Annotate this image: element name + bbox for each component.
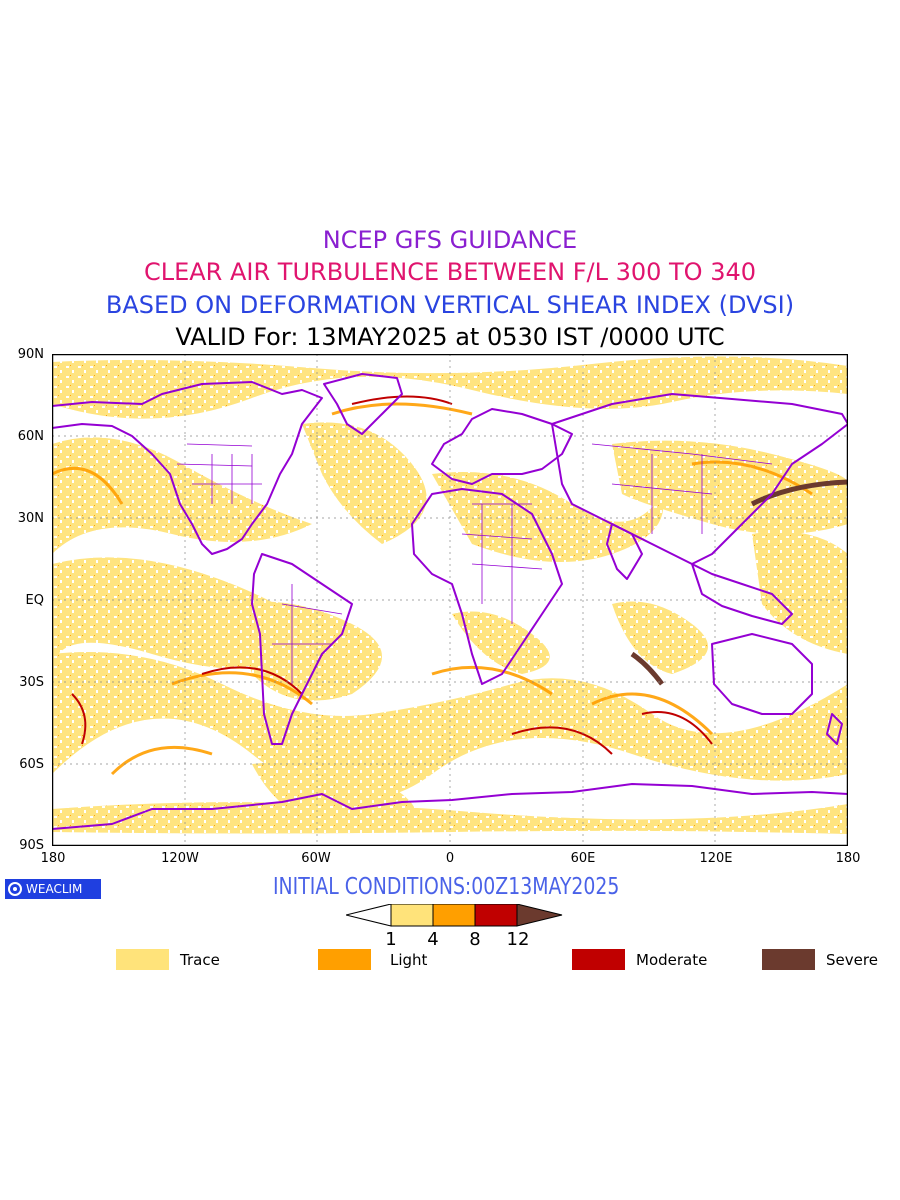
south-america-coast — [251, 553, 353, 745]
moderate-turbulence-bands — [71, 395, 713, 755]
legend-label-severe: Severe — [826, 951, 878, 969]
legend-label-trace: Trace — [180, 951, 220, 969]
weaclim-logo-text: WEACLIM — [26, 882, 83, 896]
australia-coast — [711, 633, 813, 715]
north-america-coast — [52, 381, 323, 555]
legend-swatch-moderate — [572, 949, 625, 970]
legend-label-light: Light — [390, 951, 428, 969]
india-coast — [606, 523, 643, 580]
lat-label-60n: 60N — [17, 429, 44, 444]
light-turbulence-bands — [52, 402, 813, 776]
legend-label-moderate: Moderate — [636, 951, 708, 969]
coastlines — [52, 373, 848, 830]
title-method: BASED ON DEFORMATION VERTICAL SHEAR INDE… — [105, 291, 795, 319]
lat-label-90s: 90S — [19, 838, 44, 853]
lon-label-120e: 120E — [699, 851, 733, 866]
colorbar-light-box — [432, 904, 476, 927]
colorbar-trace-box — [390, 904, 434, 927]
lat-label-60s: 60S — [19, 757, 44, 772]
map-frame — [52, 354, 848, 846]
grid-lines — [52, 354, 848, 846]
lon-label-120w: 120W — [161, 851, 199, 866]
asia-coast — [551, 393, 848, 565]
africa-coast — [411, 488, 563, 685]
colorbar-severe-triangle — [516, 904, 563, 927]
title-product: CLEAR AIR TURBULENCE BETWEEN F/L 300 TO … — [143, 258, 757, 286]
title-valid-time: VALID For: 13MAY2025 at 0530 IST /0000 U… — [175, 323, 725, 351]
title-model: NCEP GFS GUIDANCE — [322, 226, 578, 254]
weaclim-logo: WEACLIM — [5, 879, 101, 899]
legend-swatch-severe — [762, 949, 815, 970]
greenland-coast — [323, 373, 403, 435]
lon-label-180w: 180 — [40, 851, 66, 866]
colorbar-tick-4: 4 — [427, 929, 439, 950]
colorbar-tick-12: 12 — [506, 929, 530, 950]
colorbar-under-triangle — [346, 904, 392, 927]
lon-label-60e: 60E — [570, 851, 596, 866]
initial-conditions-label: INITIAL CONDITIONS:00Z13MAY2025 — [273, 874, 620, 900]
lon-label-180e: 180 — [835, 851, 861, 866]
europe-coast — [431, 408, 573, 485]
severe-turbulence-bands — [630, 479, 848, 686]
new-zealand-coast — [826, 713, 843, 745]
colorbar-tick-8: 8 — [469, 929, 481, 950]
lat-label-30s: 30S — [19, 675, 44, 690]
lon-label-60w: 60W — [301, 851, 331, 866]
legend-swatch-trace — [116, 949, 169, 970]
lat-label-90n: 90N — [17, 347, 44, 362]
country-borders — [176, 443, 773, 684]
colorbar-moderate-box — [474, 904, 518, 927]
antarctica-coast — [52, 783, 848, 830]
lat-label-eq: EQ — [25, 593, 44, 608]
legend-swatch-light — [318, 949, 371, 970]
colorbar — [346, 904, 563, 927]
southeast-asia-islands — [691, 563, 793, 625]
colorbar-tick-1: 1 — [385, 929, 397, 950]
lat-label-30n: 30N — [17, 511, 44, 526]
lon-label-0: 0 — [445, 851, 455, 866]
turbulence-map — [52, 354, 848, 846]
weaclim-logo-icon — [8, 882, 22, 896]
